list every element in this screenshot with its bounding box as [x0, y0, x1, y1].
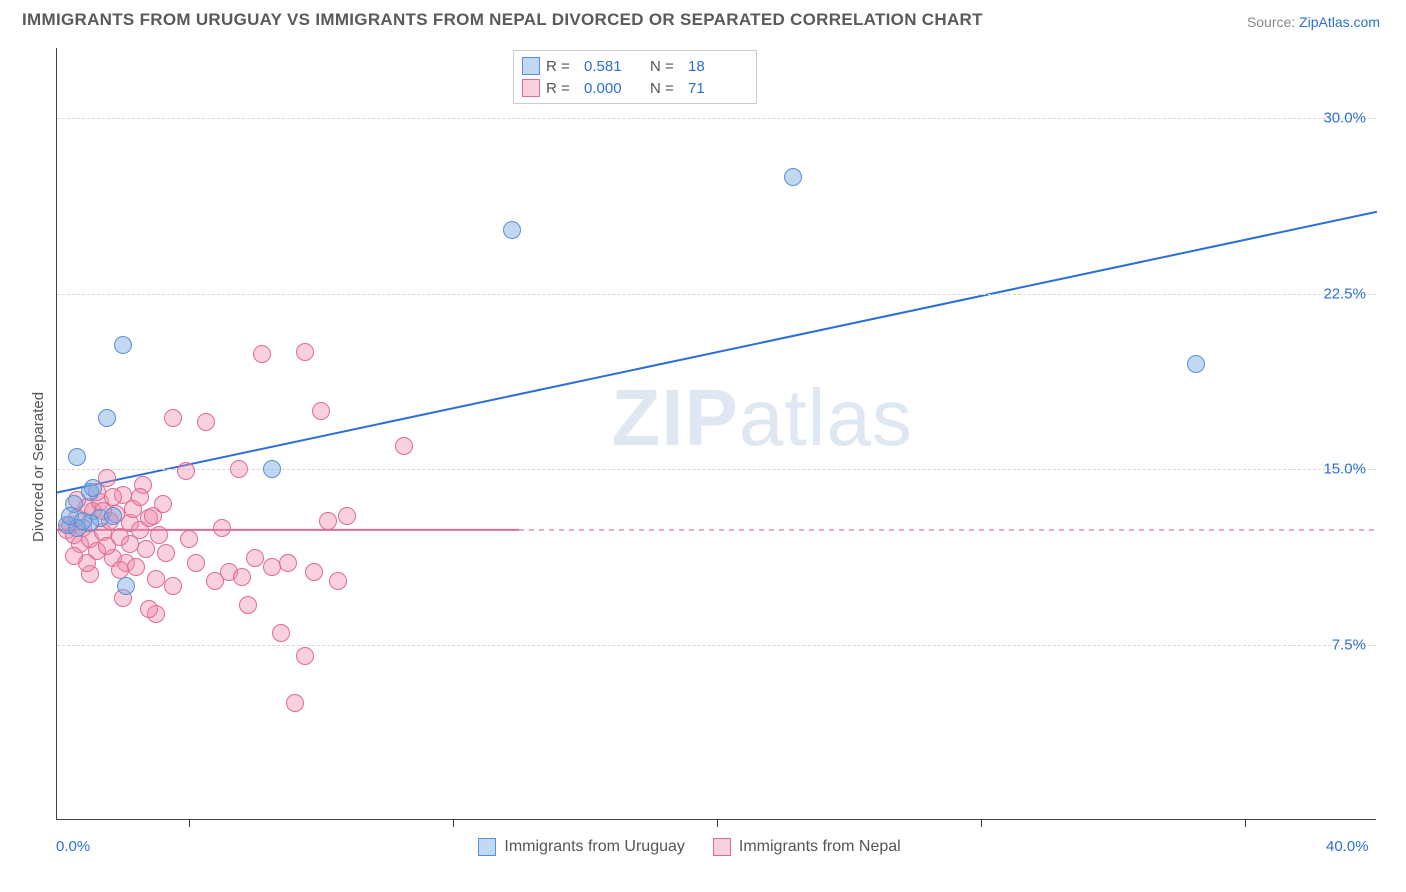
data-point-uruguay — [784, 168, 802, 186]
data-point-nepal — [312, 402, 330, 420]
data-point-nepal — [305, 563, 323, 581]
r-value: 0.581 — [584, 58, 644, 75]
scatter-chart: ZIPatlas R =0.581N =18R =0.000N =71 7.5%… — [56, 48, 1376, 820]
data-point-nepal — [213, 519, 231, 537]
data-point-nepal — [230, 460, 248, 478]
data-point-nepal — [98, 537, 116, 555]
data-point-uruguay — [104, 507, 122, 525]
r-label: R = — [546, 58, 578, 75]
n-label: N = — [650, 80, 682, 97]
x-tick — [981, 819, 982, 827]
source-link[interactable]: ZipAtlas.com — [1299, 14, 1380, 30]
chart-title: IMMIGRANTS FROM URUGUAY VS IMMIGRANTS FR… — [22, 10, 983, 30]
x-tick — [189, 819, 190, 827]
data-point-nepal — [233, 568, 251, 586]
correlation-legend: R = 0.581 N = 18 R = 0.000 N = 71 — [513, 50, 757, 104]
data-point-nepal — [111, 561, 129, 579]
data-point-uruguay — [98, 409, 116, 427]
data-point-uruguay — [263, 460, 281, 478]
source-attribution: Source: ZipAtlas.com — [1247, 14, 1380, 30]
data-point-nepal — [121, 535, 139, 553]
data-point-uruguay — [117, 577, 135, 595]
data-point-nepal — [246, 549, 264, 567]
r-label: R = — [546, 80, 578, 97]
data-point-nepal — [131, 488, 149, 506]
y-tick-label: 22.5% — [1323, 285, 1366, 302]
data-point-nepal — [147, 570, 165, 588]
data-point-nepal — [180, 530, 198, 548]
data-point-nepal — [137, 540, 155, 558]
data-point-nepal — [279, 554, 297, 572]
data-point-uruguay — [503, 221, 521, 239]
series-legend-item: Immigrants from Uruguay — [478, 838, 685, 856]
data-point-nepal — [164, 409, 182, 427]
data-point-nepal — [65, 547, 83, 565]
x-tick — [1245, 819, 1246, 827]
series-legend-item: Immigrants from Nepal — [713, 838, 901, 856]
data-point-nepal — [127, 558, 145, 576]
data-point-nepal — [197, 413, 215, 431]
legend-swatch — [713, 838, 731, 856]
data-point-nepal — [154, 495, 172, 513]
data-point-uruguay — [114, 336, 132, 354]
x-tick — [453, 819, 454, 827]
data-point-uruguay — [84, 479, 102, 497]
data-point-nepal — [296, 647, 314, 665]
y-tick-label: 15.0% — [1323, 461, 1366, 478]
x-tick — [717, 819, 718, 827]
y-axis-label: Divorced or Separated — [30, 392, 47, 542]
data-point-nepal — [239, 596, 257, 614]
data-point-nepal — [140, 600, 158, 618]
n-label: N = — [650, 58, 682, 75]
data-point-uruguay — [74, 512, 92, 530]
data-point-nepal — [296, 343, 314, 361]
data-point-nepal — [338, 507, 356, 525]
y-tick-label: 7.5% — [1332, 636, 1366, 653]
legend-swatch — [522, 79, 540, 97]
data-point-nepal — [263, 558, 281, 576]
legend-swatch — [522, 57, 540, 75]
data-point-uruguay — [68, 448, 86, 466]
data-point-nepal — [395, 437, 413, 455]
correlation-legend-row: R = 0.581 N = 18 — [522, 55, 748, 77]
n-value: 71 — [688, 80, 748, 97]
data-point-uruguay — [1187, 355, 1205, 373]
gridline — [57, 118, 1376, 119]
gridline — [57, 294, 1376, 295]
regression-lines-layer — [57, 48, 1377, 820]
data-point-nepal — [329, 572, 347, 590]
data-point-nepal — [150, 526, 168, 544]
data-point-nepal — [164, 577, 182, 595]
data-point-nepal — [177, 462, 195, 480]
correlation-legend-row: R = 0.000 N = 71 — [522, 77, 748, 99]
source-label: Source: — [1247, 14, 1299, 30]
data-point-nepal — [286, 694, 304, 712]
x-axis-max-label: 40.0% — [1326, 838, 1369, 855]
data-point-nepal — [187, 554, 205, 572]
data-point-nepal — [157, 544, 175, 562]
data-point-nepal — [272, 624, 290, 642]
gridline — [57, 645, 1376, 646]
gridline — [57, 469, 1376, 470]
data-point-nepal — [319, 512, 337, 530]
y-tick-label: 30.0% — [1323, 110, 1366, 127]
r-value: 0.000 — [584, 80, 644, 97]
x-axis-min-label: 0.0% — [56, 838, 90, 855]
legend-swatch — [478, 838, 496, 856]
series-legend-label: Immigrants from Nepal — [739, 838, 901, 856]
series-legend-label: Immigrants from Uruguay — [504, 838, 685, 856]
series-legend: Immigrants from Uruguay Immigrants from N… — [478, 838, 900, 856]
n-value: 18 — [688, 58, 748, 75]
data-point-nepal — [253, 345, 271, 363]
